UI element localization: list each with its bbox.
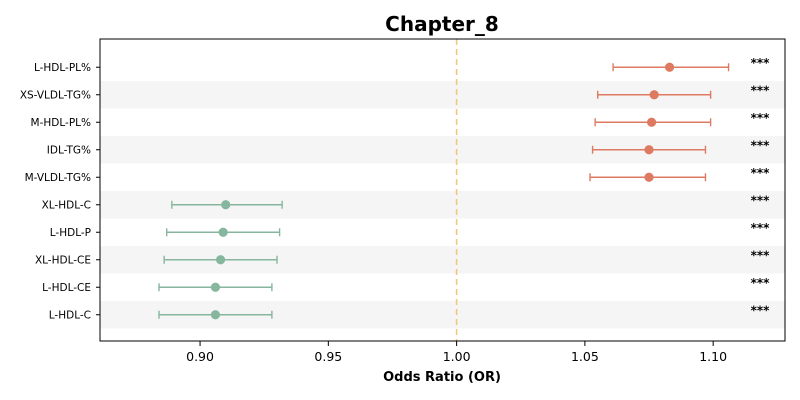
or-point [644, 145, 654, 155]
y-axis: L-HDL-PL% XS-VLDL-TG% M-HDL-PL% IDL-TG% M-VL… [20, 62, 100, 322]
or-point [215, 255, 226, 265]
significance-label: *** [751, 56, 771, 70]
x-tick-label: 1.10 [699, 349, 727, 364]
or-point [644, 172, 654, 182]
significance-label: *** [751, 303, 771, 317]
significance-label: *** [751, 193, 771, 207]
x-tick-label: 1.00 [443, 349, 471, 364]
x-tick-label: 0.90 [186, 349, 214, 364]
y-tick-label: L-HDL-CE [42, 282, 91, 294]
y-tick-label: XL-HDL-CE [35, 255, 91, 267]
y-tick-label: M-HDL-PL% [31, 117, 91, 129]
or-point [221, 200, 231, 210]
data-marks: *** *** *** *** *** *** *** *** *** *** [158, 56, 771, 320]
y-tick-label: M-VLDL-TG% [25, 172, 91, 184]
or-point [210, 282, 221, 292]
x-axis: 0.90 0.95 1.00 1.05 1.10 [186, 341, 727, 364]
or-point [646, 117, 657, 127]
y-tick-label: L-HDL-C [49, 310, 91, 322]
significance-label: *** [751, 248, 771, 262]
chart-title: Chapter_8 [385, 12, 499, 36]
or-point [649, 90, 659, 100]
significance-label: *** [751, 221, 771, 235]
y-tick-label: IDL-TG% [47, 145, 91, 157]
significance-label: *** [751, 111, 771, 125]
or-point [210, 310, 221, 320]
plot-frame [99, 38, 786, 342]
x-tick-label: 1.05 [571, 349, 599, 364]
or-point [218, 227, 228, 237]
y-tick-label: XL-HDL-C [42, 200, 91, 212]
significance-label: *** [751, 276, 771, 290]
x-tick-label: 0.95 [314, 349, 342, 364]
x-axis-label: Odds Ratio (OR) [383, 370, 501, 385]
significance-label: *** [751, 83, 771, 97]
y-tick-label: L-HDL-PL% [34, 62, 91, 74]
significance-label: *** [751, 166, 771, 180]
or-point [664, 62, 675, 72]
y-tick-label: XS-VLDL-TG% [20, 90, 91, 102]
y-tick-label: L-HDL-P [50, 227, 91, 239]
significance-label: *** [751, 138, 771, 152]
